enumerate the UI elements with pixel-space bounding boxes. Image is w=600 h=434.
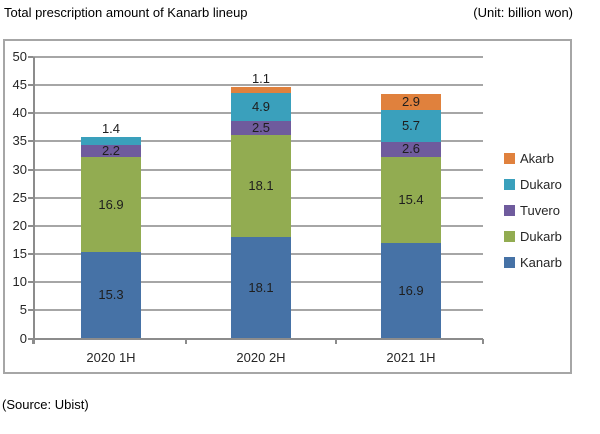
y-axis-tick bbox=[28, 112, 33, 115]
y-axis-line bbox=[33, 57, 35, 344]
y-axis-tick bbox=[28, 337, 33, 340]
y-tick-label: 45 bbox=[12, 77, 27, 93]
y-axis-tick bbox=[28, 309, 33, 312]
data-label: 2.6 bbox=[401, 141, 421, 157]
y-tick-label: 5 bbox=[19, 302, 27, 318]
y-tick-label: 35 bbox=[12, 133, 27, 149]
y-tick-label: 30 bbox=[12, 161, 27, 177]
chart-frame: 0 5 10 15 20 25 30 35 40 45 50 15.3 16.9 2.2 1.4 2020 1… bbox=[3, 39, 572, 374]
bar-segment-tuvero bbox=[231, 120, 291, 135]
legend-item-tuvero: Tuvero bbox=[504, 197, 562, 223]
legend-swatch-icon bbox=[504, 204, 515, 216]
legend-swatch-icon bbox=[504, 178, 515, 190]
bar-segment-tuvero bbox=[81, 144, 141, 158]
data-label: 16.9 bbox=[98, 196, 124, 212]
chart-title: Total prescription amount of Kanarb line… bbox=[4, 5, 248, 20]
bar-segment-dukaro bbox=[81, 136, 141, 145]
legend-label: Akarb bbox=[520, 150, 554, 166]
y-axis-tick bbox=[28, 281, 33, 284]
legend-label: Dukaro bbox=[520, 176, 562, 192]
category-label: 2020 2H bbox=[236, 350, 286, 365]
bar-segment-akarb bbox=[381, 93, 441, 110]
y-axis-tick bbox=[28, 196, 33, 199]
y-tick-label: 20 bbox=[12, 217, 27, 233]
y-axis-tick bbox=[28, 56, 33, 58]
source-note: (Source: Ubist) bbox=[2, 397, 89, 412]
data-label: 15.3 bbox=[98, 287, 124, 303]
bar-segment-tuvero bbox=[381, 142, 441, 157]
y-tick-label: 10 bbox=[12, 274, 27, 290]
legend-swatch-icon bbox=[504, 256, 515, 268]
legend-label: Dukarb bbox=[520, 228, 562, 244]
x-axis-tick bbox=[482, 338, 484, 344]
bar-segment-dukaro bbox=[231, 93, 291, 121]
data-label: 16.9 bbox=[398, 282, 424, 298]
data-label: 2.2 bbox=[101, 143, 121, 159]
unit-note: (Unit: billion won) bbox=[473, 5, 573, 20]
legend-label: Kanarb bbox=[520, 254, 562, 270]
bar-segment-kanarb bbox=[81, 252, 141, 339]
y-tick-label: 50 bbox=[12, 49, 27, 64]
data-label: 1.4 bbox=[101, 120, 121, 136]
y-tick-label: 0 bbox=[19, 330, 27, 346]
data-label: 18.1 bbox=[248, 279, 274, 295]
y-axis-tick bbox=[28, 224, 33, 227]
y-tick-label: 15 bbox=[12, 246, 27, 262]
gridline bbox=[33, 84, 483, 87]
bar-segment-dukarb bbox=[81, 157, 141, 253]
y-tick-label: 25 bbox=[12, 189, 27, 205]
x-axis-line bbox=[33, 337, 483, 340]
data-label: 18.1 bbox=[248, 177, 274, 193]
legend-item-dukarb: Dukarb bbox=[504, 223, 562, 249]
x-axis-tick bbox=[185, 338, 187, 344]
bar-segment-akarb bbox=[231, 86, 291, 94]
legend-item-dukaro: Dukaro bbox=[504, 171, 562, 197]
x-axis-tick bbox=[32, 338, 34, 344]
data-label: 5.7 bbox=[401, 117, 421, 133]
data-label: 2.5 bbox=[251, 119, 271, 135]
category-label: 2021 1H bbox=[386, 350, 436, 365]
x-axis-tick bbox=[335, 338, 337, 344]
legend-item-kanarb: Kanarb bbox=[504, 249, 562, 275]
y-axis-tick bbox=[28, 140, 33, 143]
gridline bbox=[33, 56, 483, 58]
data-label: 1.1 bbox=[251, 70, 271, 86]
legend-swatch-icon bbox=[504, 152, 515, 164]
legend-label: Tuvero bbox=[520, 202, 560, 218]
bar-segment-dukaro bbox=[381, 109, 441, 142]
y-axis-tick bbox=[28, 253, 33, 256]
data-label: 4.9 bbox=[251, 98, 271, 114]
bar-segment-kanarb bbox=[231, 236, 291, 339]
category-label: 2020 1H bbox=[86, 350, 136, 365]
y-axis-tick bbox=[28, 168, 33, 171]
bar-segment-dukarb bbox=[231, 134, 291, 237]
legend-swatch-icon bbox=[504, 230, 515, 242]
bar-segment-dukarb bbox=[381, 156, 441, 244]
data-label: 2.9 bbox=[401, 93, 421, 109]
data-label: 15.4 bbox=[398, 192, 424, 207]
legend: Akarb Dukaro Tuvero Dukarb Kanarb bbox=[504, 145, 562, 275]
y-axis-tick bbox=[28, 84, 33, 87]
y-tick-label: 40 bbox=[12, 105, 27, 121]
bar-segment-kanarb bbox=[381, 243, 441, 339]
legend-item-akarb: Akarb bbox=[504, 145, 562, 171]
